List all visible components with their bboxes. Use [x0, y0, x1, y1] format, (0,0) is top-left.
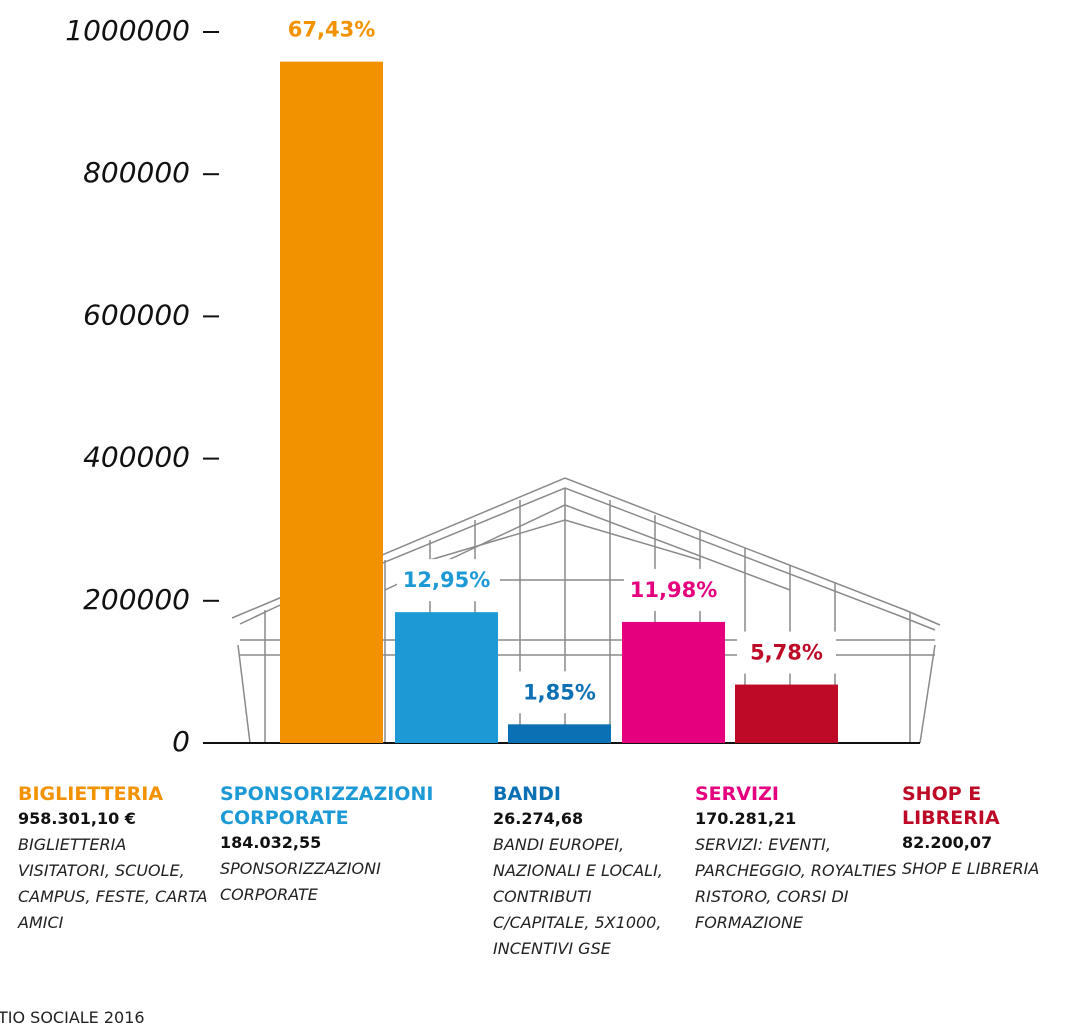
amount-label: 184.032,55	[220, 833, 322, 852]
bar	[508, 724, 611, 743]
category-name: SERVIZI	[695, 783, 779, 805]
description: SPONSORIZZAZIONI CORPORATE	[220, 859, 381, 904]
category-name: BANDI	[493, 783, 561, 805]
percentage-label: 5,78%	[750, 641, 823, 665]
footer: TIO SOCIALE 2016	[0, 1008, 145, 1027]
bar	[280, 61, 383, 743]
y-tick-label: 200000	[83, 583, 190, 616]
description: BIGLIETTERIA VISITATORI, SCUOLE, CAMPUS,…	[18, 835, 208, 932]
category-name: SPONSORIZZAZIONI CORPORATE	[220, 783, 434, 829]
y-tick-label: 600000	[83, 298, 190, 331]
y-tick-label: 0	[172, 725, 190, 758]
percentage-label: 67,43%	[288, 18, 375, 42]
legend-column: SHOP E LIBRERIA 82.200,07 SHOP E LIBRERIA	[902, 782, 1078, 882]
label-background	[737, 631, 836, 674]
description: SERVIZI: EVENTI, PARCHEGGIO, ROYALTIES R…	[695, 835, 897, 932]
y-tick-label: 400000	[83, 441, 190, 474]
amount-label: 26.274,68	[493, 809, 584, 828]
amount-label: 170.281,21	[695, 809, 797, 828]
legend-column: BANDI 26.274,68 BANDI EUROPEI, NAZIONALI E…	[493, 782, 678, 962]
legend-column: BIGLIETTERIA 958.301,10 € BIGLIETTERIA VIS…	[18, 782, 208, 936]
bar	[735, 684, 838, 743]
description: SHOP E LIBRERIA	[902, 859, 1040, 878]
legend-column: SERVIZI 170.281,21 SERVIZI: EVENTI, PARCHE…	[695, 782, 900, 936]
label-background	[510, 671, 609, 714]
amount-label: 82.200,07	[902, 833, 993, 852]
y-tick-label: 1000000	[65, 14, 190, 47]
percentage-label: 11,98%	[630, 578, 717, 602]
description: BANDI EUROPEI, NAZIONALI E LOCALI, CONTR…	[493, 835, 663, 958]
category-name: SHOP E LIBRERIA	[902, 783, 1000, 829]
percentage-label: 1,85%	[523, 680, 596, 704]
amount-label: 958.301,10 €	[18, 809, 136, 828]
category-name: BIGLIETTERIA	[18, 783, 164, 805]
percentage-label: 12,95%	[403, 568, 490, 592]
label-background	[397, 559, 496, 602]
label-background	[624, 568, 723, 611]
bar	[395, 612, 498, 743]
y-tick-label: 800000	[83, 156, 190, 189]
bar	[622, 621, 725, 743]
legend-column: SPONSORIZZAZIONI CORPORATE 184.032,55 SPON…	[220, 782, 475, 908]
